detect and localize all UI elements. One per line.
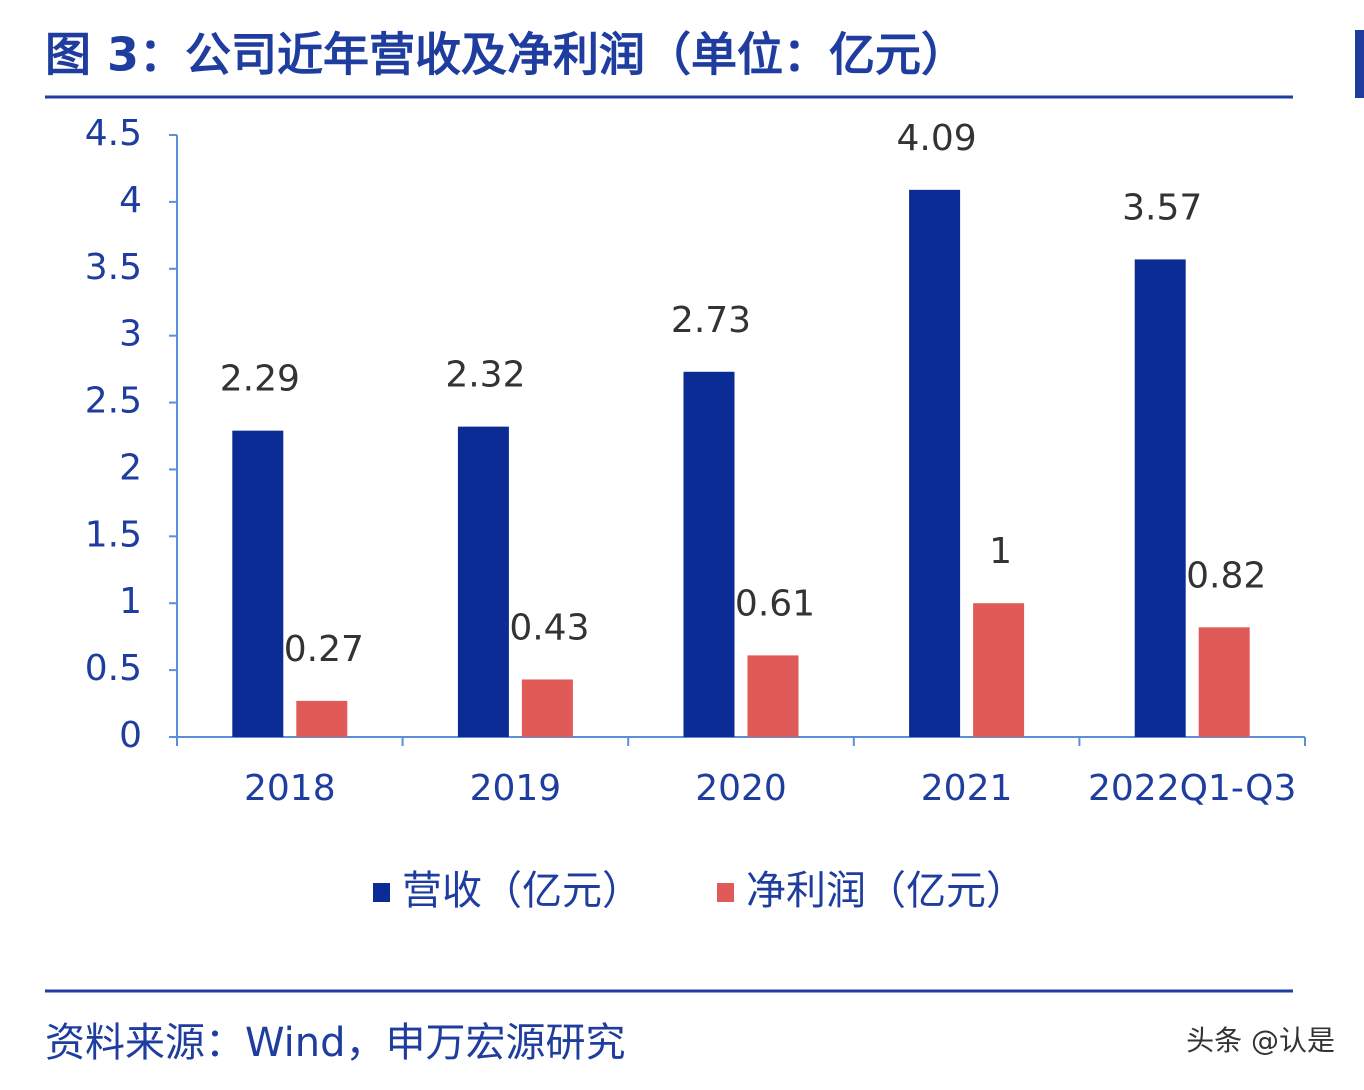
y-tick-label: 4 (119, 180, 142, 221)
bar (1134, 259, 1186, 737)
y-tick-label: 4.5 (85, 113, 142, 154)
value-label: 2.73 (671, 300, 751, 341)
y-tick-label: 2.5 (85, 381, 142, 422)
y-tick-label: 0.5 (85, 648, 142, 689)
x-tick-label: 2019 (470, 768, 562, 809)
bar (1198, 627, 1250, 737)
x-tick-label: 2020 (695, 768, 787, 809)
value-label: 3.57 (1122, 187, 1202, 228)
y-tick-label: 0 (119, 715, 142, 756)
y-tick-label: 3 (119, 314, 142, 355)
bar (909, 189, 961, 738)
bar (296, 700, 348, 737)
y-tick-label: 1 (119, 581, 142, 622)
chart-title: 图 3：公司近年营收及净利润（单位：亿元） (45, 28, 967, 82)
value-label: 0.43 (509, 607, 589, 648)
value-label: 1 (989, 531, 1012, 572)
source: 资料来源：Wind，申万宏源研究 (45, 1020, 626, 1066)
x-tick-label: 2022Q1-Q3 (1088, 768, 1296, 809)
legend-label: 净利润（亿元） (746, 868, 1026, 914)
legend-swatch (373, 883, 390, 902)
legend-swatch (717, 883, 734, 902)
x-tick-label: 2021 (921, 768, 1013, 809)
value-label: 0.82 (1186, 555, 1266, 596)
edge-decoration (1355, 30, 1364, 98)
legend-label: 营收（亿元） (402, 868, 642, 914)
watermark: 头条 @认是 (1186, 1024, 1335, 1057)
value-label: 0.61 (735, 583, 815, 624)
value-label: 0.27 (284, 629, 364, 670)
bar (232, 430, 284, 737)
bar (683, 371, 735, 737)
value-label: 2.32 (445, 355, 525, 396)
bar (521, 679, 573, 737)
value-label: 4.09 (897, 118, 977, 159)
value-label: 2.29 (220, 359, 300, 400)
bar (973, 603, 1025, 737)
y-tick-label: 2 (119, 447, 142, 488)
x-tick-label: 2018 (244, 768, 336, 809)
y-tick-label: 1.5 (85, 514, 142, 555)
y-tick-label: 3.5 (85, 247, 142, 288)
bar (457, 426, 509, 737)
bar (747, 655, 799, 737)
